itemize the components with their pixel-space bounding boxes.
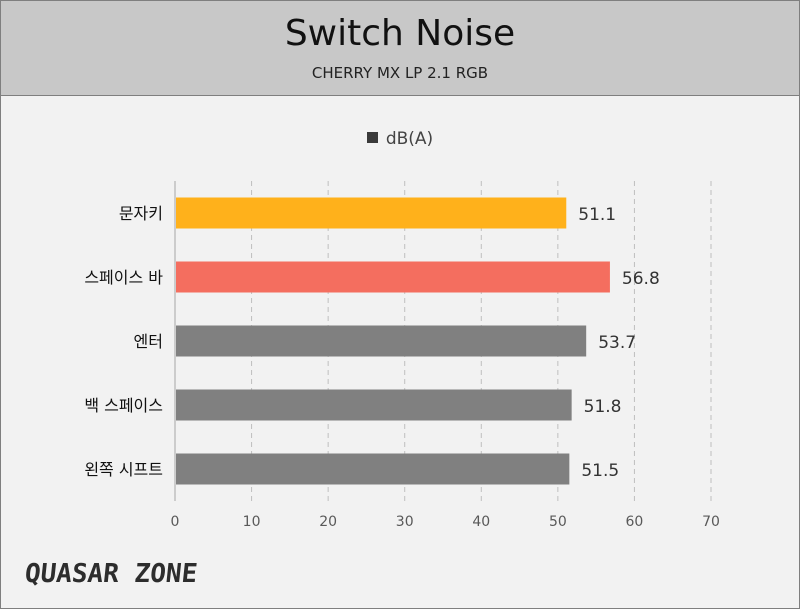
category-label: 백 스페이스 (84, 396, 163, 415)
category-label: 스페이스 바 (84, 268, 163, 287)
legend-label: dB(A) (385, 129, 434, 149)
data-label: 53.7 (598, 333, 636, 353)
data-label: 51.8 (584, 397, 622, 417)
bar (176, 453, 570, 485)
chart-legend: dB(A) (1, 129, 799, 149)
quasar-zone-logo: QUASAR ZONE (23, 559, 199, 589)
x-tick-label: 50 (549, 514, 567, 530)
data-label: 51.5 (581, 461, 619, 481)
x-tick-label: 10 (243, 514, 261, 530)
bar (176, 261, 610, 293)
x-tick-label: 20 (319, 514, 337, 530)
data-label: 56.8 (622, 269, 660, 289)
legend-swatch-icon (366, 132, 378, 143)
x-tick-label: 60 (626, 514, 644, 530)
chart-title: Switch Noise (284, 13, 516, 54)
category-label: 왼쪽 시프트 (84, 460, 163, 479)
data-label: 51.1 (578, 205, 616, 225)
bar (176, 389, 572, 421)
x-tick-label: 0 (171, 514, 180, 530)
chart-header: Switch Noise CHERRY MX LP 2.1 RGB (1, 1, 799, 96)
x-tick-label: 30 (396, 514, 414, 530)
category-label: 문자키 (119, 204, 163, 223)
x-tick-label: 70 (702, 514, 720, 530)
chart-subtitle: CHERRY MX LP 2.1 RGB (311, 64, 489, 82)
x-tick-label: 40 (472, 514, 490, 530)
bar (176, 197, 567, 229)
bar (176, 325, 587, 357)
category-label: 엔터 (134, 332, 163, 351)
